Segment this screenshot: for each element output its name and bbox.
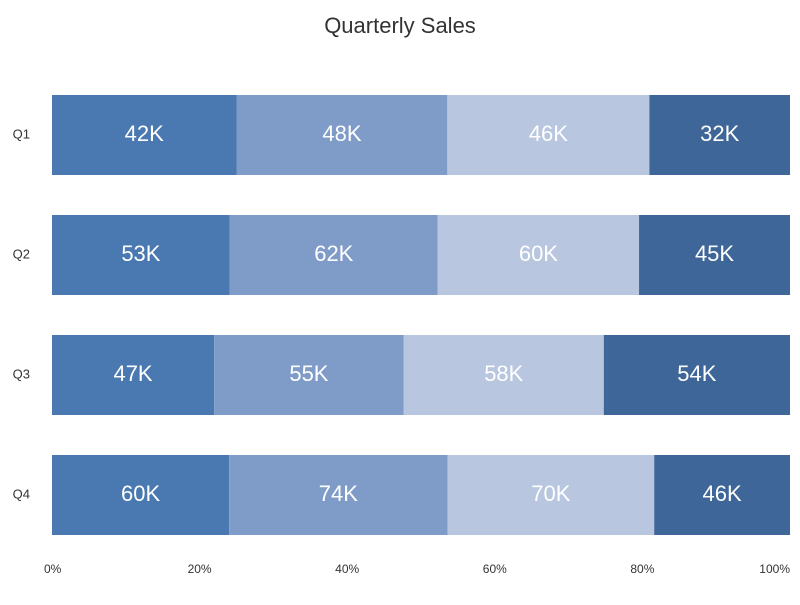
data-label: 54K	[677, 361, 716, 386]
data-label: 55K	[289, 361, 328, 386]
x-tick-label: 100%	[759, 562, 790, 576]
bar-segment	[639, 215, 790, 295]
y-tick-label: Q3	[13, 366, 30, 381]
bar-segment	[52, 215, 230, 295]
y-tick-label: Q2	[13, 246, 30, 261]
x-tick-label: 40%	[335, 562, 359, 576]
bar-segment	[437, 215, 640, 295]
y-tick-label: Q4	[13, 486, 30, 501]
y-tick-label: Q1	[13, 126, 30, 141]
bar-segment	[214, 335, 404, 415]
data-label: 32K	[700, 121, 739, 146]
data-label: 60K	[519, 241, 558, 266]
x-tick-label: 60%	[483, 562, 507, 576]
bar-segment	[603, 335, 790, 415]
data-label: 46K	[703, 481, 742, 506]
data-label: 58K	[484, 361, 523, 386]
data-label: 42K	[125, 121, 164, 146]
bar-segment	[236, 95, 448, 175]
bar-segment	[447, 455, 655, 535]
bar-segment	[403, 335, 604, 415]
bar-segment	[52, 335, 215, 415]
bar-segment	[654, 455, 790, 535]
data-label: 70K	[531, 481, 570, 506]
data-label: 46K	[529, 121, 568, 146]
bar-segment	[52, 95, 237, 175]
data-label: 45K	[695, 241, 734, 266]
data-label: 74K	[319, 481, 358, 506]
bar-segment	[52, 455, 230, 535]
data-label: 47K	[113, 361, 152, 386]
x-tick-label: 20%	[188, 562, 212, 576]
bar-segment	[649, 95, 790, 175]
x-tick-label: 80%	[630, 562, 654, 576]
data-label: 60K	[121, 481, 160, 506]
x-tick-label: 0%	[44, 562, 62, 576]
bar-segment	[229, 215, 438, 295]
data-label: 53K	[121, 241, 160, 266]
data-label: 48K	[322, 121, 361, 146]
bar-segment	[229, 455, 448, 535]
bar-segment	[447, 95, 650, 175]
chart-title: Quarterly Sales	[324, 13, 476, 38]
data-label: 62K	[314, 241, 353, 266]
